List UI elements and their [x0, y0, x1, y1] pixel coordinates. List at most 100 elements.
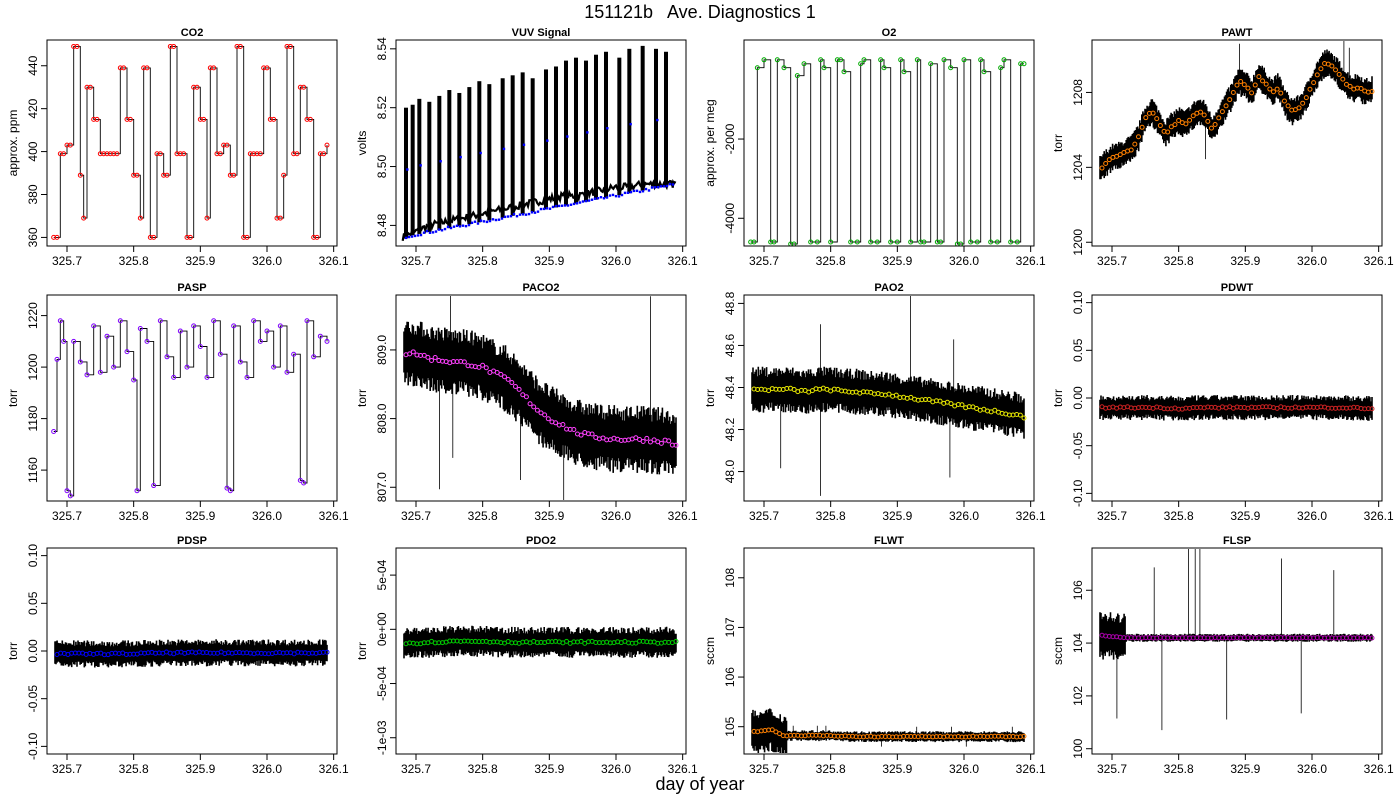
data-point [1021, 61, 1027, 67]
spike-bar [584, 60, 588, 202]
data-point [470, 221, 474, 224]
y-tick-label: 48.2 [723, 418, 737, 442]
y-tick-label: 1220 [26, 302, 40, 329]
data-point [241, 234, 247, 240]
data-point [237, 43, 243, 49]
data-point [1176, 118, 1182, 124]
data-point [998, 65, 1004, 71]
data-point [938, 239, 944, 245]
x-tick-label: 325.9 [534, 254, 564, 268]
data-point [881, 65, 887, 71]
y-tick-label: 400 [26, 141, 40, 161]
y-axis-label: torr [1051, 389, 1065, 407]
x-tick-label: 326.1 [1016, 254, 1046, 268]
data-point [542, 207, 546, 211]
data-point [1154, 116, 1160, 122]
data-point [1340, 76, 1346, 82]
data-point [446, 225, 450, 229]
data-point [111, 151, 117, 157]
data-point [571, 427, 577, 433]
data-point [271, 364, 277, 370]
data-point [214, 151, 220, 157]
data-point [251, 151, 257, 157]
data-point [191, 84, 197, 90]
data-point [1347, 83, 1353, 89]
data-point [828, 239, 834, 245]
y-tick-label: 106 [1071, 580, 1085, 600]
data-point [498, 371, 504, 377]
y-tick-label: 0.05 [26, 591, 40, 615]
data-point [167, 43, 173, 49]
y-tick-label: 0.10 [26, 544, 40, 568]
data-point [581, 200, 585, 203]
plot-frame [743, 294, 1035, 502]
x-tick-label: 326.1 [1016, 509, 1046, 523]
data-point [127, 116, 133, 122]
data-point [941, 57, 947, 63]
x-tick-label: 325.8 [119, 509, 149, 523]
y-tick-label: -0.05 [1071, 432, 1085, 460]
data-point [546, 139, 549, 142]
plot-frame [743, 547, 1035, 755]
y-tick-label: 360 [26, 227, 40, 247]
data-point [771, 239, 777, 245]
data-point [1008, 239, 1014, 245]
data-point [898, 57, 904, 63]
spike-bar [487, 84, 492, 221]
data-point [171, 43, 177, 49]
data-point [97, 151, 103, 157]
x-tick-label: 325.9 [185, 762, 215, 776]
data-point [482, 220, 486, 223]
y-tick-label: -0.10 [26, 732, 40, 760]
data-point [314, 234, 320, 240]
data-point [121, 65, 127, 71]
data-point [271, 116, 277, 122]
data-point [665, 184, 669, 188]
data-point [51, 234, 57, 240]
x-tick-label: 326.0 [601, 762, 631, 776]
y-tick-label: 108 [723, 567, 737, 587]
spike-lines [439, 296, 651, 500]
data-point [141, 65, 147, 71]
x-tick-label: 325.8 [1164, 509, 1194, 523]
data-point [197, 116, 203, 122]
data-point [908, 239, 914, 245]
data-point [503, 215, 507, 219]
data-point [301, 84, 307, 90]
data-point [1238, 79, 1244, 85]
data-point [961, 57, 967, 63]
series-group [54, 639, 330, 668]
data-point [893, 392, 899, 398]
data-point [834, 57, 840, 63]
data-point [1168, 124, 1174, 130]
x-tick-label: 326.0 [601, 254, 631, 268]
data-point [523, 394, 529, 400]
data-point [563, 204, 567, 207]
data-point [545, 416, 551, 422]
data-point [509, 380, 515, 386]
data-point [104, 333, 110, 339]
data-point [317, 333, 323, 339]
data-point [1014, 239, 1020, 245]
x-tick-label: 326.1 [668, 254, 698, 268]
data-point [244, 374, 250, 380]
data-point [297, 477, 303, 483]
data-point [937, 398, 943, 404]
data-point [191, 323, 197, 329]
data-point [578, 638, 584, 644]
spike-bar [447, 90, 452, 229]
series-group [1099, 549, 1375, 731]
x-tick-label: 325.9 [882, 254, 912, 268]
spike-bar [437, 95, 442, 231]
data-point [1172, 122, 1178, 128]
data-point [914, 57, 920, 63]
data-point [413, 234, 417, 238]
y-tick-label: 0.10 [1071, 291, 1085, 315]
data-point [572, 202, 576, 206]
y-tick-label: 105 [723, 716, 737, 736]
data-point [1278, 90, 1284, 96]
data-point [144, 338, 150, 344]
data-point [104, 151, 110, 157]
data-point [878, 57, 884, 63]
data-point [440, 229, 444, 232]
